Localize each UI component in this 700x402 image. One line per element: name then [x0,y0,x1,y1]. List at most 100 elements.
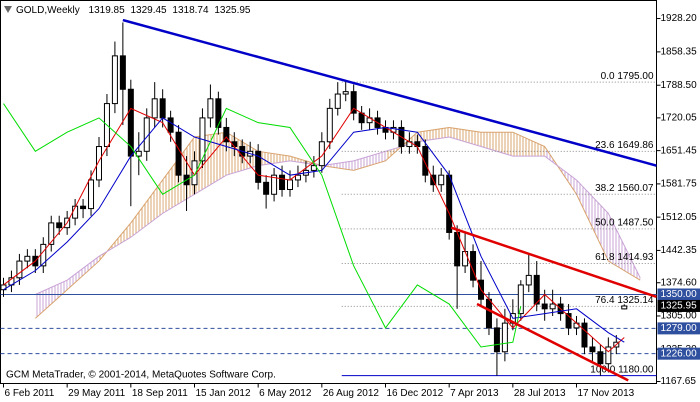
y-tick-label: 1651.45 [661,145,698,156]
candle-body [589,346,596,353]
candle-body [175,131,182,176]
y-tick-label: 1374.60 [661,277,698,288]
candle-body [462,251,469,267]
candle-body [581,322,588,348]
x-tick-label: 28 Jul 2013 [514,388,566,399]
copyright: GCM MetaTrader, © 2001-2014, MetaQuotes … [6,370,276,381]
price-box-label: 1325.95 [661,301,698,312]
cloud-segment [353,151,386,171]
candle-body [119,55,126,90]
y-tick-label: 1167.65 [661,376,697,387]
candle-body [446,174,453,233]
fib-label: 100.0 1180.00 [590,364,654,375]
cloud-segment [321,160,354,171]
candle-body [48,222,55,245]
candle-body [151,98,158,119]
cloud-segment [130,179,163,238]
candle-body [422,146,429,176]
x-tick-label: 7 Apr 2013 [450,388,499,399]
candle-body [16,260,23,279]
cloud-edge [35,136,641,295]
chart-header: GOLD,Weekly 1319.85 1329.45 1318.74 1325… [16,5,251,16]
x-tick-label: 29 May 2011 [68,388,126,399]
candle-body [95,146,102,181]
fib-label: 0.0 1795.00 [601,71,654,82]
cloud-segment [481,132,513,157]
symbol: GOLD,Weekly [16,5,80,16]
candle-body [541,303,548,310]
x-tick-label: 26 Aug 2012 [323,388,380,399]
indicator-line [3,107,625,353]
last-high: 1329.45 [130,5,167,16]
candle-body [517,284,524,315]
cloud-edge [34,126,641,319]
candle-body [271,174,278,195]
x-tick-label: 18 Sep 2011 [132,388,188,399]
x-tick-label: 6 May 2012 [259,388,312,399]
candle-body [40,243,47,267]
candle-body [318,141,325,167]
price-box-label: 1226.00 [661,348,698,359]
candle-body [294,174,301,181]
cloud-segment [417,127,450,142]
price-box [657,288,700,301]
last-low: 1318.74 [172,5,209,16]
cloud-segment [449,127,482,147]
candle-body [605,346,612,365]
candle-body [485,298,492,329]
candle-body [135,150,142,157]
candle-body [573,322,580,329]
candle-body [263,181,270,195]
trendline [450,226,657,299]
y-tick-label: 1720.05 [661,113,698,124]
candle-body [334,93,341,109]
fib-label: 50.0 1487.50 [595,218,654,229]
candle-body [501,322,508,353]
fib-label: 38.2 1560.07 [595,183,654,194]
y-tick-label: 1858.35 [661,47,698,58]
y-tick-label: 1442.35 [661,245,698,256]
y-tick-label: 1928.20 [661,13,698,24]
candle-body [533,274,540,305]
fib-label: 23.6 1649.86 [595,140,654,151]
candle-body [565,313,572,329]
trendline [476,302,629,382]
y-tick-label: 1305.00 [661,311,698,322]
y-tick-label: 1788.50 [661,80,698,91]
candle-body [279,174,286,190]
candle-body [326,107,333,143]
candle-body [56,222,63,229]
fib-label: 76.4 1325.14 [595,295,654,306]
plot-area: 0.0 1795.00 23.6 1649.86 38.2 1560.07 50.0 … [0,18,657,382]
indicator-line [3,103,522,348]
candle-body [159,98,166,119]
candle-body [310,165,317,171]
price-box-label: 1350.00 [661,289,698,300]
x-tick-label: 16 Dec 2012 [387,388,444,399]
candle-body [342,91,349,95]
cloud-segment [258,151,290,166]
last-close: 1325.95 [214,5,251,16]
candle-body [215,98,222,128]
cloud-segment [512,132,545,157]
candle-body [167,117,174,133]
plot-frame [0,0,657,384]
candle-body [493,327,500,353]
candle-body [549,303,556,310]
price-box [657,322,700,335]
candle-body [255,150,262,183]
candle-body [24,255,31,262]
candle-body [88,179,95,210]
cloud-segment [67,256,99,290]
indicator-line [3,117,625,343]
symbol-icon [4,6,12,13]
x-tick-label: 6 Feb 2011 [4,388,54,399]
candle-body [525,274,532,286]
price-box [657,299,700,312]
y-tick-label: 1512.05 [661,212,698,223]
price-box [657,347,700,360]
candle-body [223,126,230,143]
y-tick-label: 1581.75 [661,179,698,190]
candle-body [350,91,357,114]
